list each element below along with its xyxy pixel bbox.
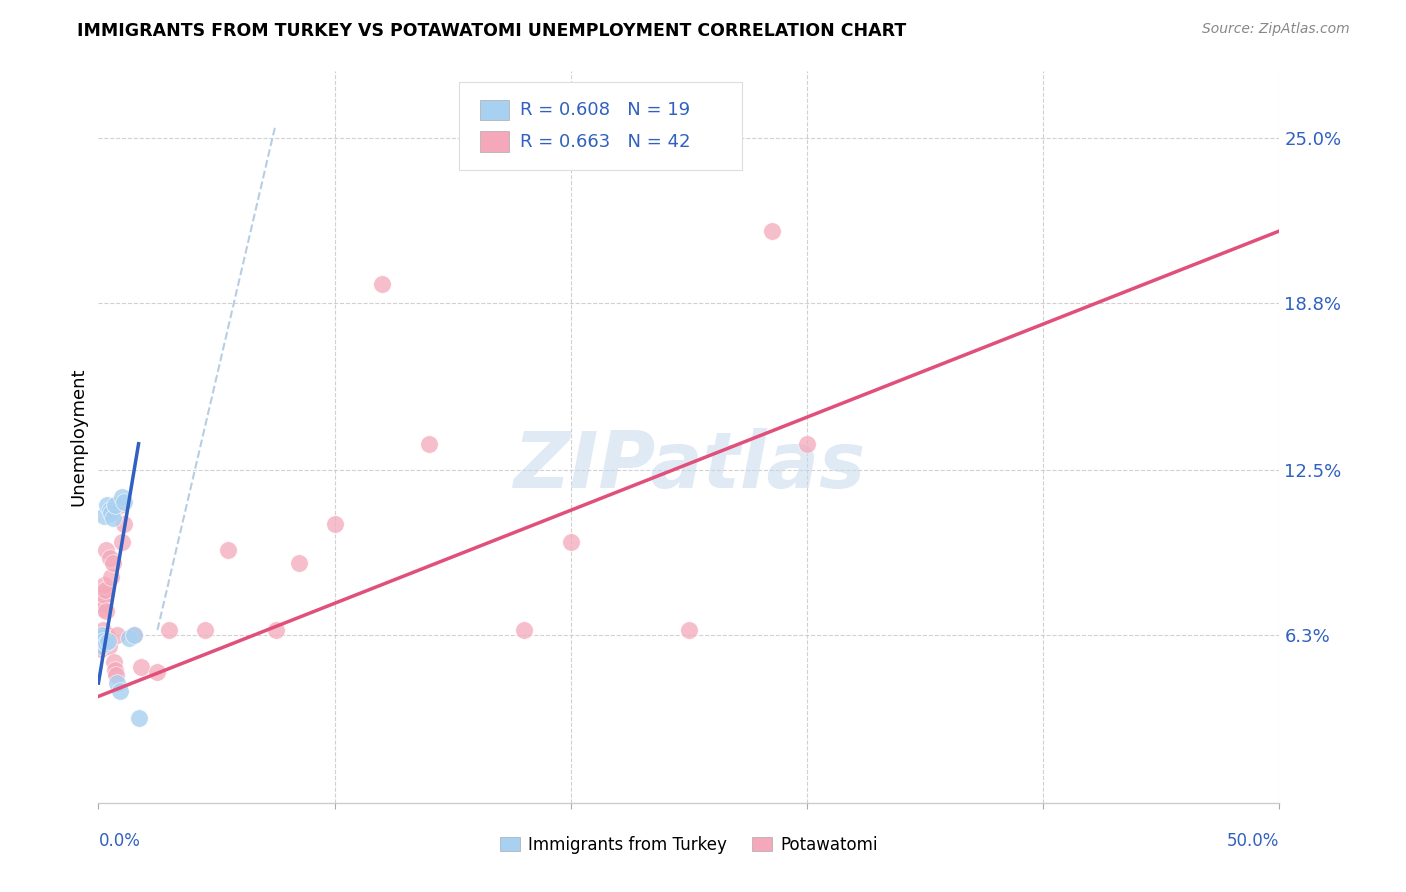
Text: IMMIGRANTS FROM TURKEY VS POTAWATOMI UNEMPLOYMENT CORRELATION CHART: IMMIGRANTS FROM TURKEY VS POTAWATOMI UNE… xyxy=(77,22,907,40)
Point xyxy=(796,436,818,450)
Point xyxy=(108,498,131,512)
Point xyxy=(89,636,111,650)
Point xyxy=(128,711,150,725)
Point xyxy=(157,623,180,637)
Text: R = 0.663   N = 42: R = 0.663 N = 42 xyxy=(520,133,690,152)
Point xyxy=(93,588,115,602)
Legend: Immigrants from Turkey, Potawatomi: Immigrants from Turkey, Potawatomi xyxy=(494,829,884,860)
Point xyxy=(288,557,311,571)
Point xyxy=(122,628,145,642)
Point xyxy=(112,495,135,509)
Text: ZIPatlas: ZIPatlas xyxy=(513,428,865,504)
Point xyxy=(90,641,112,656)
Point xyxy=(96,498,118,512)
Point xyxy=(93,508,115,523)
Point xyxy=(194,623,217,637)
FancyBboxPatch shape xyxy=(479,100,509,120)
Point xyxy=(94,604,117,618)
Point xyxy=(111,535,134,549)
Point xyxy=(97,631,120,645)
Y-axis label: Unemployment: Unemployment xyxy=(69,368,87,507)
FancyBboxPatch shape xyxy=(458,82,742,170)
Point xyxy=(105,668,128,682)
Text: Source: ZipAtlas.com: Source: ZipAtlas.com xyxy=(1202,22,1350,37)
Point xyxy=(560,535,582,549)
Point xyxy=(146,665,169,680)
Point xyxy=(101,557,124,571)
Point xyxy=(91,628,114,642)
Point xyxy=(89,631,111,645)
Point xyxy=(104,663,127,677)
Point xyxy=(98,503,121,517)
Point xyxy=(418,436,440,450)
FancyBboxPatch shape xyxy=(479,131,509,152)
Point xyxy=(91,623,114,637)
Point xyxy=(105,628,128,642)
Point xyxy=(761,224,783,238)
Point xyxy=(96,628,118,642)
Point xyxy=(89,631,111,645)
Point xyxy=(678,623,700,637)
Point xyxy=(100,506,122,520)
Text: R = 0.608   N = 19: R = 0.608 N = 19 xyxy=(520,101,690,120)
Text: 50.0%: 50.0% xyxy=(1227,832,1279,850)
Point xyxy=(90,639,112,653)
Text: 0.0%: 0.0% xyxy=(98,832,141,850)
Point xyxy=(91,596,114,610)
Point xyxy=(323,516,346,531)
Point xyxy=(118,631,141,645)
Point xyxy=(129,660,152,674)
Point xyxy=(91,633,114,648)
Point xyxy=(96,633,118,648)
Point xyxy=(98,639,121,653)
Point xyxy=(100,570,122,584)
Point xyxy=(94,636,117,650)
Point xyxy=(264,623,287,637)
Point xyxy=(111,490,134,504)
Point xyxy=(98,551,121,566)
Point xyxy=(94,582,117,597)
Point xyxy=(101,511,124,525)
Point xyxy=(97,633,120,648)
Point xyxy=(94,543,117,558)
Point xyxy=(104,498,127,512)
Point xyxy=(512,623,534,637)
Point xyxy=(90,633,112,648)
Point xyxy=(108,684,131,698)
Point xyxy=(371,277,394,292)
Point xyxy=(112,516,135,531)
Point xyxy=(105,676,128,690)
Point xyxy=(103,655,125,669)
Point xyxy=(217,543,239,558)
Point xyxy=(91,601,114,615)
Point xyxy=(122,628,145,642)
Point xyxy=(93,577,115,591)
